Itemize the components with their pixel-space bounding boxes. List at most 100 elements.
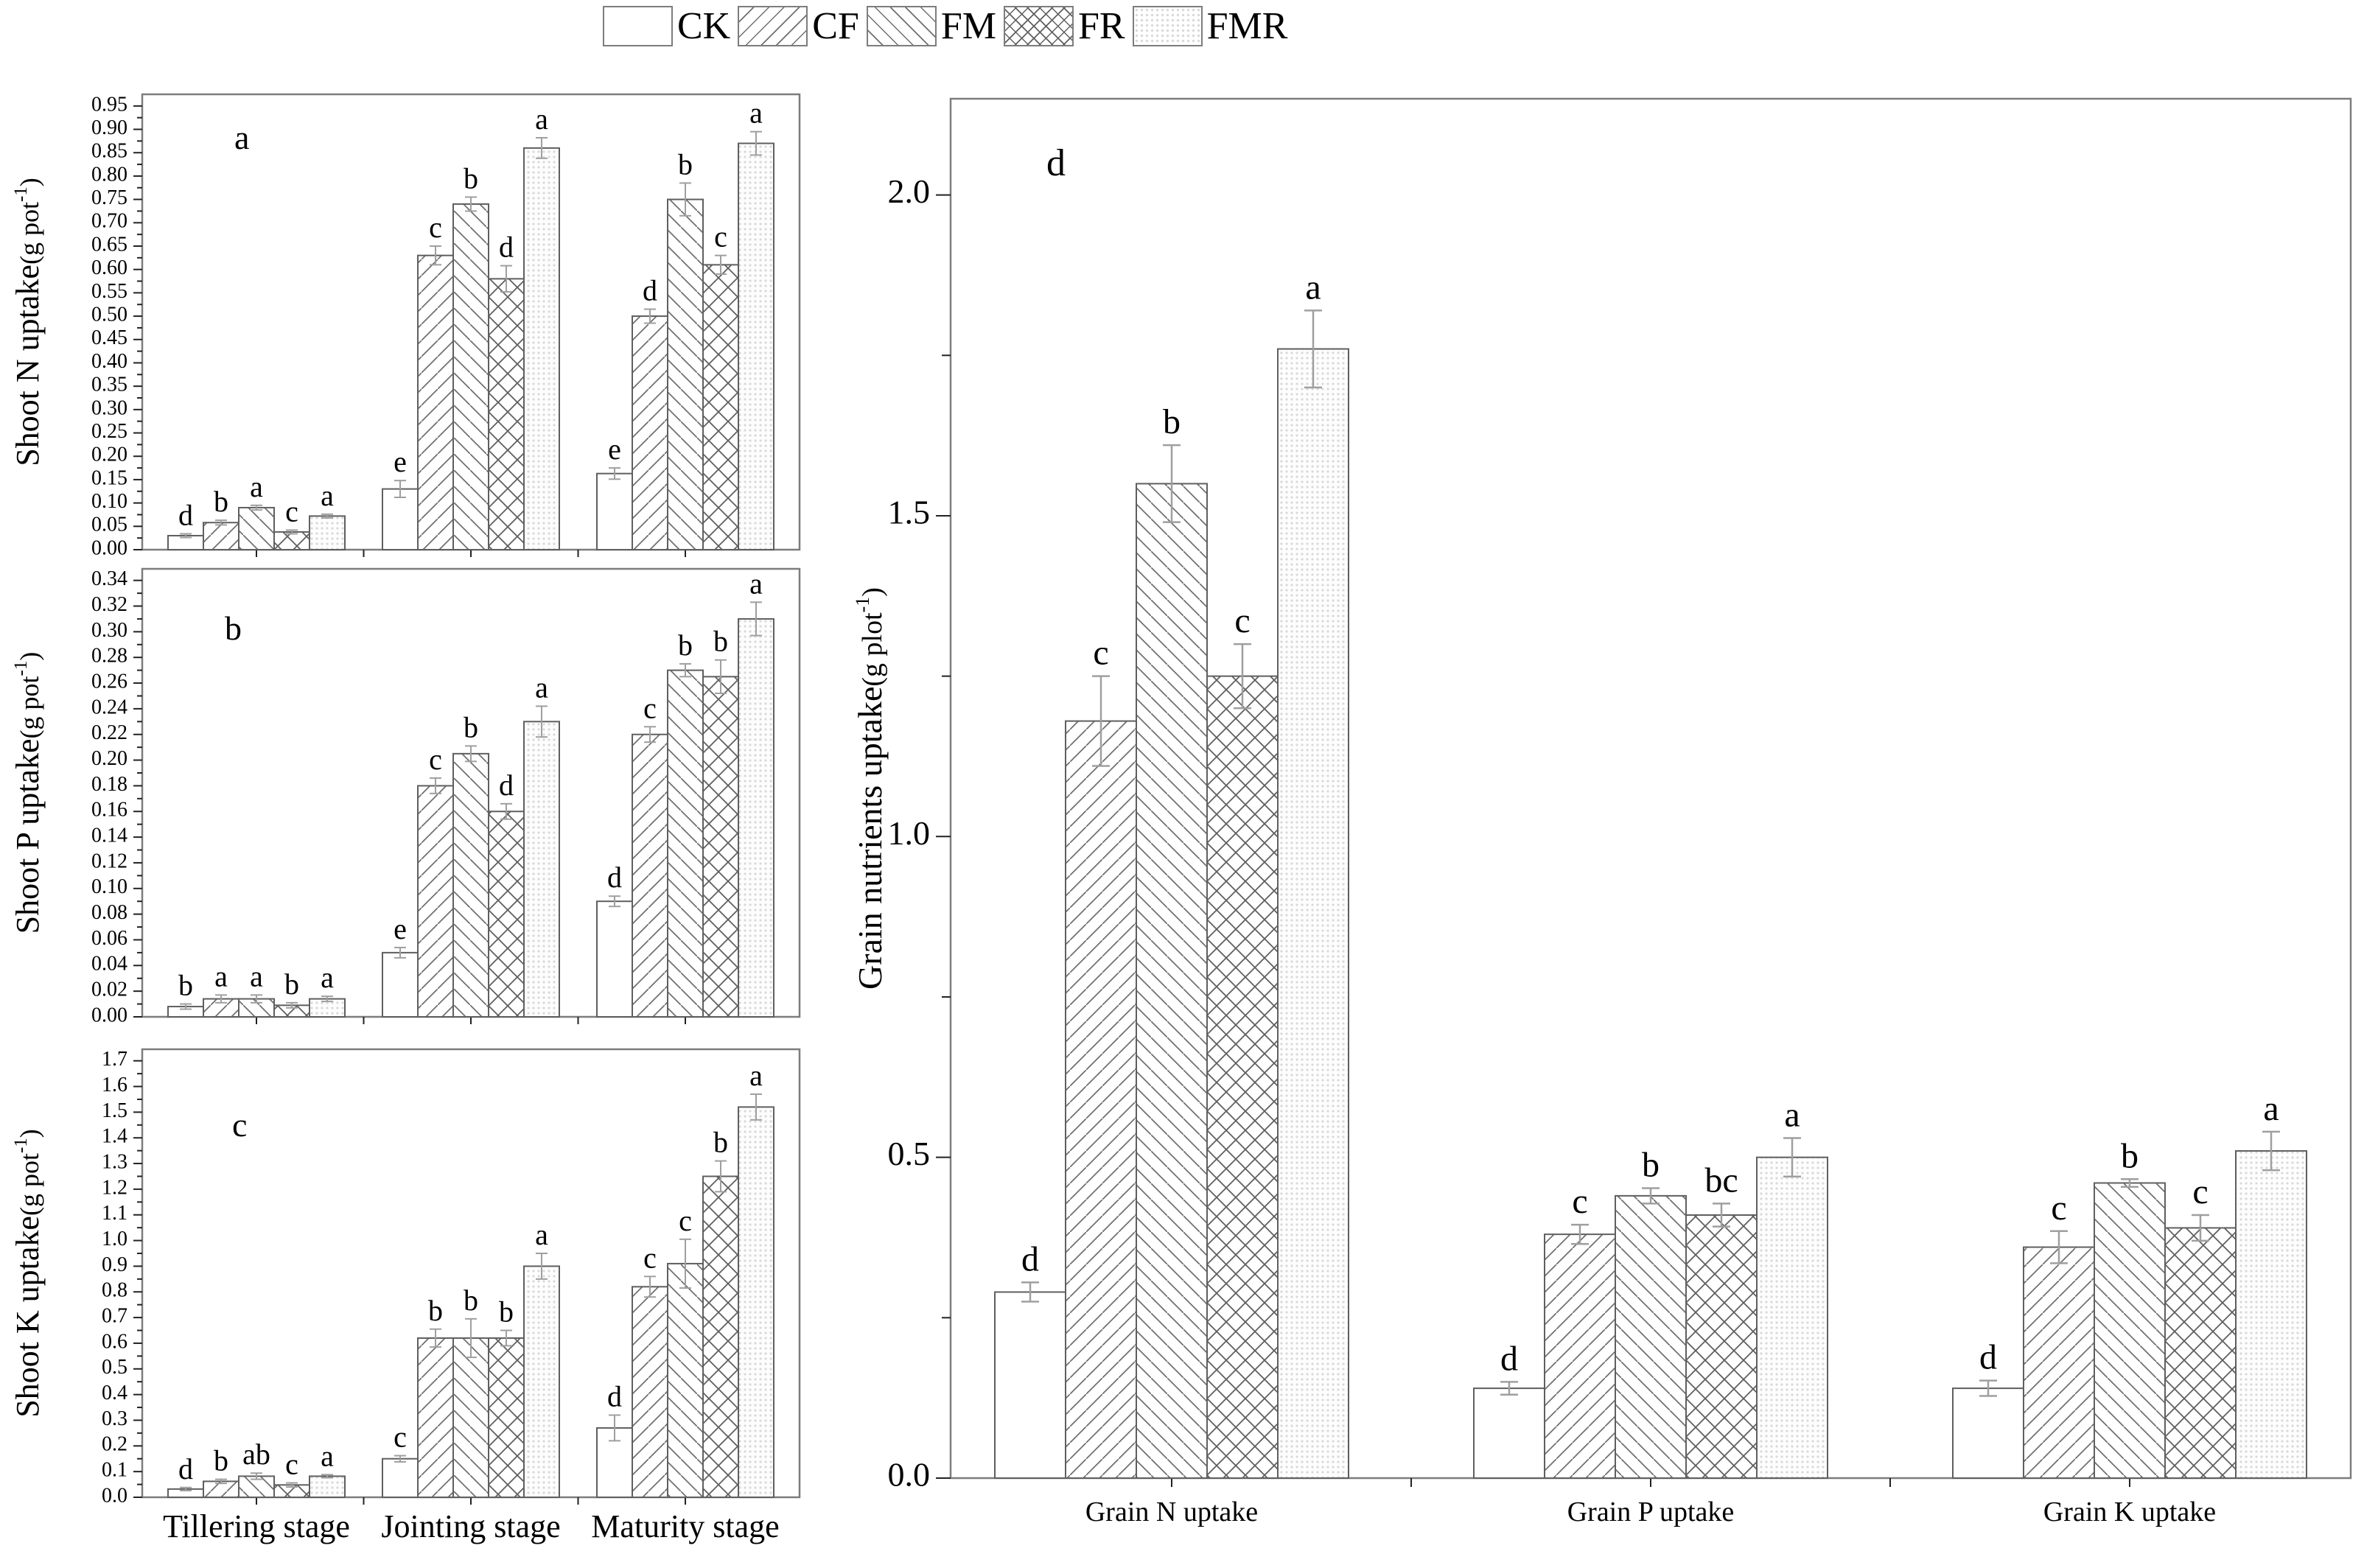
significance-letter: d: [1979, 1338, 1997, 1377]
svg-text:0.7: 0.7: [102, 1305, 127, 1328]
svg-text:0.5: 0.5: [102, 1356, 127, 1379]
significance-letter: c: [643, 691, 657, 724]
significance-letter: d: [178, 498, 193, 531]
bar: [2023, 1246, 2095, 1479]
significance-letter: ab: [242, 1438, 270, 1471]
legend-label-fr: FR: [1078, 5, 1125, 47]
panel-c: 0.00.1 0.2 0.3 0.4 0.5 0.60.7 0.8 0.9 1.0 1.1 1.2 1…: [10, 1048, 801, 1544]
legend-item-ck: CK: [603, 6, 738, 46]
bar: [702, 676, 739, 1018]
bar: [2235, 1149, 2307, 1480]
significance-letter: c: [2051, 1189, 2066, 1228]
bar: [1136, 483, 1208, 1479]
svg-text:0.06: 0.06: [91, 927, 127, 950]
svg-text:0.15: 0.15: [91, 466, 127, 489]
svg-text:0.75: 0.75: [91, 186, 127, 209]
svg-text:0.28: 0.28: [91, 645, 127, 668]
bar: [523, 1265, 560, 1498]
significance-letter: c: [1572, 1182, 1587, 1221]
svg-text:0.14: 0.14: [91, 825, 127, 847]
y-axis-label: Grain nutrients uptake(g plot-1): [851, 587, 889, 990]
bar: [238, 506, 275, 551]
significance-letter: a: [749, 1059, 763, 1092]
bar: [1685, 1214, 1758, 1479]
significance-letter: d: [643, 274, 657, 307]
significance-letter: a: [1784, 1096, 1800, 1135]
legend-item-cf: CF: [738, 6, 867, 46]
bar: [2094, 1182, 2166, 1480]
x-axis-label: Grain K uptake: [2043, 1497, 2216, 1527]
svg-text:0.08: 0.08: [91, 901, 127, 924]
significance-letter: a: [250, 959, 263, 993]
legend-item-fr: FR: [1004, 6, 1133, 46]
bar: [667, 669, 704, 1018]
bar: [1065, 720, 1137, 1479]
significance-letter: e: [394, 445, 407, 478]
x-axis-label: Tillering stage: [163, 1508, 350, 1544]
significance-letter: c: [394, 1421, 407, 1454]
bar: [632, 315, 668, 550]
svg-text:1.5: 1.5: [102, 1099, 127, 1122]
bar: [738, 617, 774, 1018]
significance-letter: d: [499, 231, 514, 264]
legend-swatch-cf-icon: [738, 6, 808, 46]
significance-letter: b: [713, 625, 728, 658]
bar: [523, 147, 560, 550]
significance-letter: b: [499, 1295, 514, 1329]
significance-letter: b: [713, 1126, 728, 1159]
svg-text:1.3: 1.3: [102, 1150, 127, 1173]
significance-letter: c: [643, 1241, 657, 1274]
significance-letter: d: [607, 861, 622, 894]
svg-text:0.25: 0.25: [91, 420, 127, 443]
bar: [667, 1262, 704, 1498]
significance-letter: a: [321, 479, 334, 512]
svg-text:0.10: 0.10: [91, 875, 127, 898]
svg-text:1.5: 1.5: [888, 494, 931, 531]
panel-letter: c: [232, 1106, 247, 1144]
svg-text:0.85: 0.85: [91, 140, 127, 163]
svg-text:0.90: 0.90: [91, 116, 127, 139]
bar: [417, 254, 454, 550]
bar: [702, 264, 739, 550]
bar: [488, 278, 525, 550]
significance-letter: c: [1234, 601, 1250, 640]
significance-letter: c: [285, 1447, 298, 1480]
svg-text:0.80: 0.80: [91, 163, 127, 186]
significance-letter: b: [2121, 1136, 2139, 1175]
bar: [2164, 1227, 2237, 1479]
significance-letter: c: [679, 1204, 692, 1237]
svg-text:0.02: 0.02: [91, 979, 127, 1001]
svg-text:0.3: 0.3: [102, 1407, 127, 1430]
svg-text:0.20: 0.20: [91, 444, 127, 466]
significance-letter: e: [608, 433, 621, 466]
significance-letter: a: [321, 961, 334, 994]
bar: [667, 198, 704, 550]
bar: [417, 1337, 454, 1498]
legend: CK CF FM FR FMR: [603, 6, 1295, 46]
bar: [203, 522, 239, 551]
significance-letter: b: [214, 1444, 228, 1477]
significance-letter: a: [250, 470, 263, 503]
svg-text:0.00: 0.00: [91, 536, 127, 559]
svg-text:0.24: 0.24: [91, 696, 127, 718]
significance-letter: a: [2263, 1089, 2279, 1128]
legend-label-fm: FM: [940, 5, 997, 47]
bar: [382, 1457, 419, 1499]
svg-text:0.95: 0.95: [91, 93, 127, 116]
svg-text:0.9: 0.9: [102, 1253, 127, 1276]
svg-text:0.18: 0.18: [91, 773, 127, 796]
bar: [738, 1106, 774, 1498]
svg-text:1.6: 1.6: [102, 1074, 127, 1096]
svg-text:0.8: 0.8: [102, 1279, 127, 1302]
significance-letter: b: [678, 147, 693, 181]
x-axis-label: Jointing stage: [381, 1508, 560, 1544]
bar: [1277, 348, 1349, 1479]
bar: [1615, 1194, 1687, 1480]
bar: [417, 785, 454, 1018]
significance-letter: b: [214, 485, 228, 518]
y-axis-label: Shoot N uptake(g pot-1): [10, 178, 46, 466]
significance-letter: b: [1642, 1145, 1660, 1184]
bar: [1952, 1387, 2024, 1479]
